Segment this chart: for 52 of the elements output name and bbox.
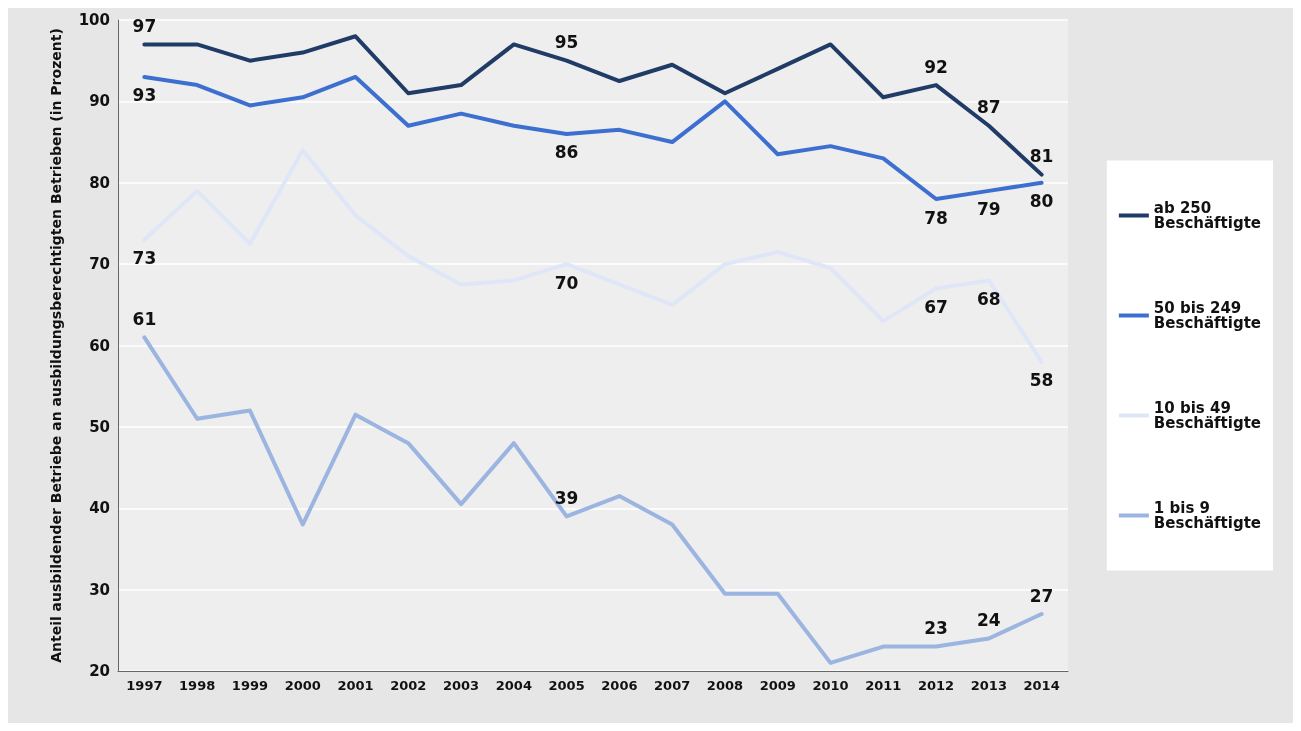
- data-label: 70: [554, 272, 579, 293]
- x-tick-label: 2010: [812, 678, 849, 693]
- data-label: 68: [977, 288, 1001, 309]
- x-tick-label: 1998: [179, 678, 216, 693]
- x-tick-label: 2009: [759, 678, 796, 693]
- x-tick-label: 2011: [865, 678, 902, 693]
- legend-label: 10 bis 49 Beschäftigte: [1153, 399, 1262, 432]
- legend-label: 1 bis 9 Beschäftigte: [1153, 499, 1262, 532]
- data-label: 39: [554, 487, 579, 508]
- data-label: 80: [1029, 191, 1054, 212]
- y-tick-label: 100: [78, 11, 110, 29]
- x-tick-label: 2003: [442, 678, 480, 693]
- x-tick-label: 2002: [390, 678, 427, 693]
- x-tick-label: 2006: [601, 678, 638, 693]
- x-tick-label: 2012: [917, 678, 955, 693]
- x-tick-label: 2004: [495, 678, 532, 693]
- data-label: 24: [977, 609, 1001, 630]
- y-tick-label: 30: [89, 580, 110, 599]
- x-tick-label: 2007: [654, 678, 691, 693]
- y-tick-label: 50: [89, 417, 110, 436]
- y-tick-label: 90: [89, 92, 110, 111]
- y-tick-label: 60: [89, 336, 110, 355]
- data-label: 23: [924, 618, 948, 639]
- data-label: 61: [132, 308, 157, 329]
- data-label: 86: [554, 142, 579, 163]
- data-label: 78: [924, 207, 948, 228]
- legend-label: ab 250 Beschäftigte: [1153, 199, 1262, 232]
- legend-label: 50 bis 249 Beschäftigte: [1153, 299, 1262, 332]
- x-tick-label: 2001: [337, 678, 374, 693]
- x-tick-label: 2013: [970, 678, 1007, 693]
- x-tick-label: 2000: [284, 678, 321, 693]
- data-label: 92: [924, 56, 948, 77]
- data-label: 67: [924, 297, 948, 318]
- x-tick-label: 2014: [1023, 678, 1060, 693]
- x-tick-label: 2005: [548, 678, 585, 693]
- data-label: 87: [977, 97, 1001, 118]
- x-tick-label: 2008: [706, 678, 744, 693]
- x-tick-label: 1997: [126, 678, 163, 693]
- data-label: 27: [1029, 585, 1054, 606]
- y-tick-label: 80: [89, 173, 110, 192]
- data-label: 73: [132, 248, 157, 269]
- data-label: 79: [977, 199, 1001, 220]
- data-label: 97: [132, 15, 157, 36]
- y-axis-title: Anteil ausbildender Betriebe an ausbildungsberechtigten Betrieben (in Prozent): [48, 28, 64, 663]
- y-tick-label: 20: [89, 662, 110, 680]
- data-label: 58: [1029, 370, 1054, 391]
- x-tick-label: 1999: [231, 678, 269, 693]
- data-label: 81: [1029, 146, 1054, 167]
- y-tick-label: 40: [89, 499, 110, 518]
- y-tick-label: 70: [89, 255, 110, 274]
- data-label: 95: [554, 32, 579, 53]
- data-label: 93: [132, 85, 157, 106]
